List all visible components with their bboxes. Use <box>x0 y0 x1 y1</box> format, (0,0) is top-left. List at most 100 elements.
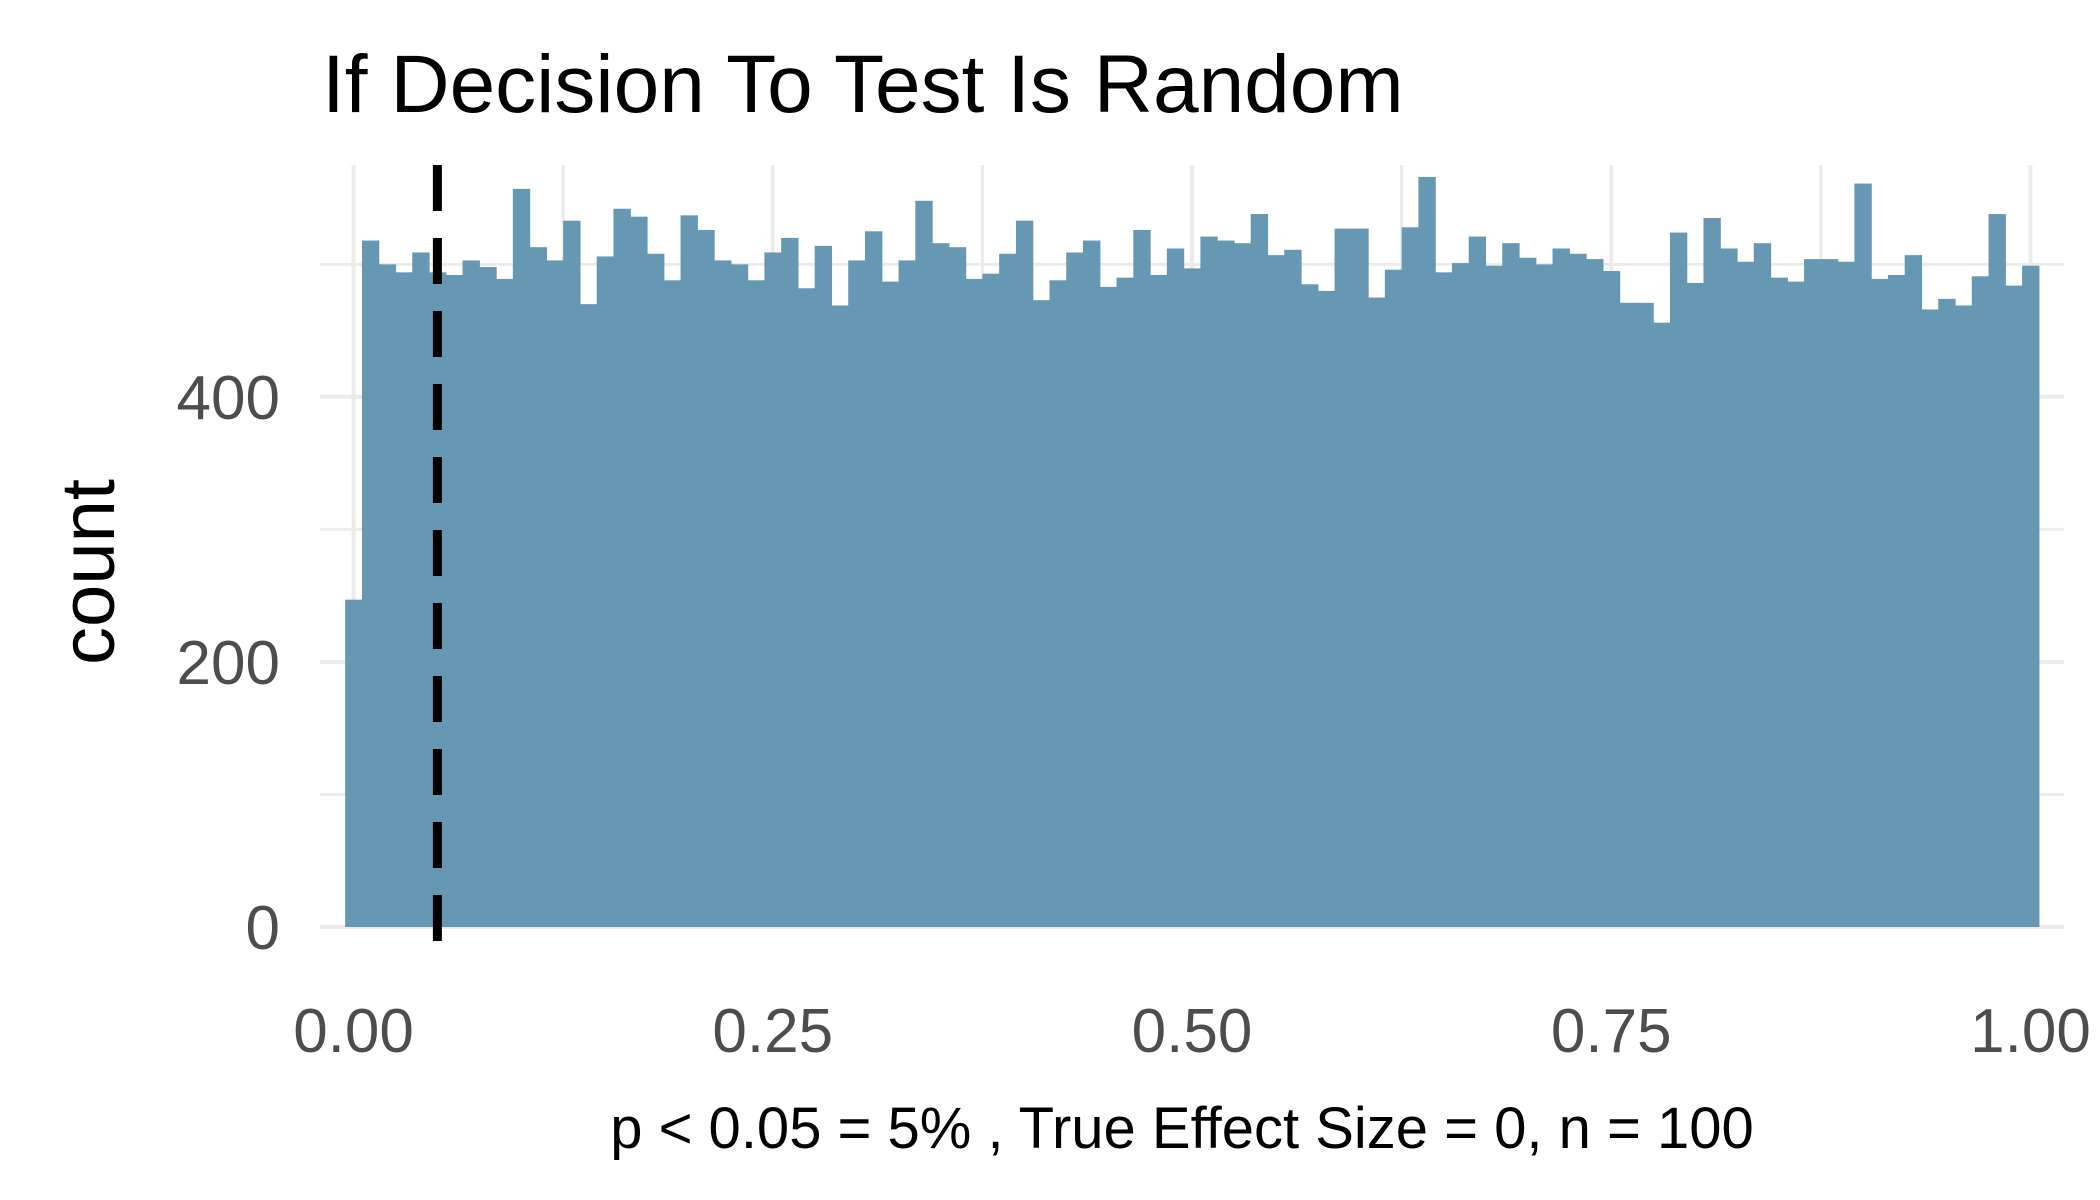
histogram-bar <box>1284 249 1302 928</box>
histogram-bar <box>1485 265 1503 927</box>
histogram-bar <box>781 237 799 927</box>
histogram-bar <box>1435 272 1453 927</box>
histogram-bar <box>1401 227 1419 927</box>
histogram-bar <box>412 252 430 927</box>
histogram-bar <box>1988 214 2006 927</box>
histogram-bar <box>1569 253 1587 928</box>
x-axis-ticks: 0.00 0.25 0.50 0.75 1.00 <box>293 997 2091 1066</box>
y-tick-label: 400 <box>177 364 280 433</box>
histogram-bar <box>982 273 1000 927</box>
histogram-bar <box>831 305 849 928</box>
histogram-bar <box>1451 263 1470 927</box>
histogram-bar <box>1267 255 1285 928</box>
histogram-bar <box>512 188 531 928</box>
x-tick-label: 0.25 <box>712 997 833 1066</box>
histogram-bar <box>361 240 380 928</box>
histogram-bar <box>797 288 816 927</box>
histogram-bar <box>1653 322 1671 927</box>
histogram-bar <box>1669 232 1688 928</box>
histogram-bar <box>1233 243 1252 928</box>
histogram-bar <box>1904 255 1923 928</box>
histogram-bar <box>1636 302 1654 927</box>
histogram-bar <box>345 599 363 927</box>
histogram-bar <box>546 260 564 927</box>
histogram-bar <box>1787 281 1805 927</box>
y-tick-label: 200 <box>177 629 280 698</box>
histogram-bar <box>378 264 397 927</box>
histogram-bar <box>1535 264 1554 927</box>
histogram-bar <box>814 245 833 927</box>
y-tick-label: 0 <box>246 894 280 963</box>
chart-title: If Decision To Test Is Random <box>322 39 1404 130</box>
x-tick-label: 0.50 <box>1132 997 1253 1066</box>
histogram-bar <box>1418 176 1436 928</box>
histogram-bar <box>1317 290 1336 928</box>
histogram-bar <box>1200 236 1218 927</box>
histogram-bar <box>1519 257 1537 927</box>
histogram-bar <box>1066 252 1084 927</box>
histogram-bar <box>1921 309 1939 927</box>
histogram-bar <box>1955 305 1973 928</box>
histogram-bar <box>1166 248 1185 927</box>
histogram-bar <box>1250 214 1269 927</box>
histogram-bar <box>1619 302 1637 927</box>
histogram-bar <box>1854 183 1872 927</box>
x-axis-label: p < 0.05 = 5% , True Effect Size = 0, n … <box>610 1096 1754 1161</box>
histogram-bar <box>462 260 480 927</box>
histogram-bar <box>1938 298 1956 928</box>
histogram-bar <box>1150 274 1168 927</box>
x-tick-label: 0.75 <box>1551 997 1672 1066</box>
histogram-bar <box>1502 243 1520 928</box>
histogram-bar <box>915 200 933 927</box>
histogram-bar <box>630 216 648 927</box>
histogram-bar <box>1083 240 1101 928</box>
histogram-bar <box>1753 243 1772 928</box>
histogram-bar <box>2022 265 2040 927</box>
histogram-bar <box>714 260 732 927</box>
histogram-bar <box>1015 220 1034 928</box>
histogram-bar <box>1116 277 1134 928</box>
histogram-bar <box>1384 269 1403 928</box>
histogram-bar <box>1720 248 1738 927</box>
histogram-bar <box>1686 282 1705 927</box>
histogram-bar <box>579 304 598 927</box>
x-tick-label: 1.00 <box>1970 997 2091 1066</box>
histogram-bar <box>395 272 413 927</box>
histogram-bar <box>1183 268 1201 927</box>
x-tick-label: 0.00 <box>293 997 414 1066</box>
histogram-bar <box>596 256 615 927</box>
histogram-bar <box>932 243 950 928</box>
histogram-bar <box>1301 284 1319 928</box>
histogram-bar <box>1703 218 1721 928</box>
histogram-bar <box>1468 236 1487 927</box>
histogram-bar <box>1049 280 1067 927</box>
histogram-bar <box>680 215 698 927</box>
histogram-bar <box>479 267 497 927</box>
histogram-bar <box>848 260 866 927</box>
y-axis-ticks: 0 200 400 <box>177 364 280 963</box>
histogram-bar <box>1351 228 1369 928</box>
histogram-bar <box>1586 259 1604 927</box>
histogram-bar <box>697 229 715 927</box>
histogram-bar <box>1871 278 1889 927</box>
histogram-bar <box>1368 297 1386 927</box>
histogram-bars <box>345 176 2040 928</box>
histogram-bar <box>496 278 514 927</box>
histogram-bar <box>898 260 916 927</box>
histogram-bar <box>865 231 883 927</box>
histogram-bar <box>747 280 765 927</box>
histogram-bar <box>948 247 967 928</box>
histogram-bar <box>1133 229 1151 927</box>
histogram-bar <box>999 253 1017 928</box>
histogram-bar <box>1552 248 1570 927</box>
histogram-bar <box>1770 277 1788 928</box>
histogram-bar <box>1887 274 1906 927</box>
histogram-bar <box>1737 261 1755 928</box>
histogram-bar <box>1602 271 1621 927</box>
histogram-bar <box>445 274 464 927</box>
histogram-bar <box>1820 259 1839 927</box>
histogram-bar <box>613 208 631 927</box>
histogram-bar <box>764 252 782 927</box>
histogram-bar <box>1837 261 1855 928</box>
histogram-bar <box>965 278 983 927</box>
